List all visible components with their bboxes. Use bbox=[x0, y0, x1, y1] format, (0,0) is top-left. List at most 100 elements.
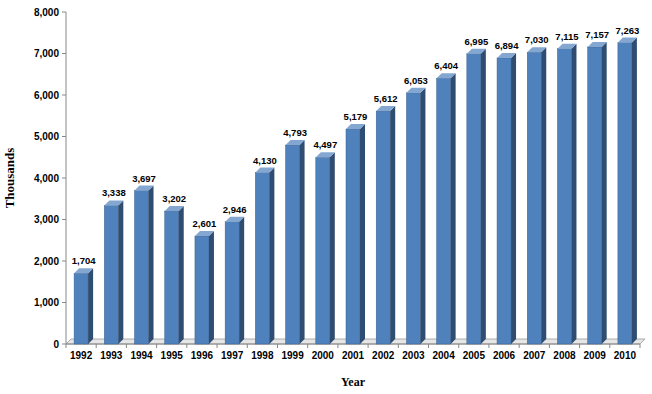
x-tick bbox=[488, 344, 489, 348]
x-tick-label: 1995 bbox=[161, 350, 184, 361]
bar-top bbox=[104, 200, 123, 205]
bar bbox=[165, 206, 184, 344]
x-tick-label: 2003 bbox=[402, 350, 425, 361]
x-tick bbox=[579, 344, 580, 348]
bar bbox=[376, 106, 395, 344]
bar bbox=[74, 268, 93, 344]
bar bbox=[527, 47, 546, 344]
bar-front bbox=[346, 129, 360, 344]
bar-front bbox=[406, 93, 420, 344]
x-tick bbox=[337, 344, 338, 348]
bar-front bbox=[527, 52, 541, 344]
bar bbox=[588, 42, 607, 344]
data-label: 7,030 bbox=[525, 34, 549, 45]
bar-front bbox=[467, 54, 481, 344]
data-label: 6,894 bbox=[495, 40, 519, 51]
chart-svg: 01,0002,0003,0004,0005,0006,0007,0008,00… bbox=[0, 0, 652, 394]
bar-side bbox=[390, 106, 395, 344]
x-tick-label: 1996 bbox=[191, 350, 214, 361]
bar bbox=[618, 38, 637, 344]
y-tick-label: 3,000 bbox=[34, 214, 59, 225]
x-tick bbox=[640, 344, 641, 348]
y-tick bbox=[62, 219, 66, 220]
y-tick-label: 5,000 bbox=[34, 131, 59, 142]
x-tick bbox=[368, 344, 369, 348]
bar bbox=[437, 73, 456, 344]
data-label: 4,130 bbox=[253, 155, 277, 166]
x-tick-label: 2008 bbox=[553, 350, 576, 361]
bar-side bbox=[571, 44, 576, 344]
bar-top bbox=[225, 217, 244, 222]
x-tick-label: 2010 bbox=[614, 350, 637, 361]
bar-front bbox=[376, 111, 390, 344]
y-tick bbox=[62, 302, 66, 303]
bar bbox=[104, 200, 123, 344]
data-label: 6,053 bbox=[404, 75, 428, 86]
bar bbox=[316, 152, 335, 344]
x-tick bbox=[277, 344, 278, 348]
bar bbox=[497, 53, 516, 344]
bar-front bbox=[588, 47, 602, 344]
x-tick-label: 2007 bbox=[523, 350, 546, 361]
bar bbox=[286, 140, 305, 344]
x-tick bbox=[307, 344, 308, 348]
bar-front bbox=[437, 78, 451, 344]
bar-side bbox=[420, 88, 425, 344]
x-tick-label: 1993 bbox=[100, 350, 123, 361]
x-tick bbox=[609, 344, 610, 348]
bar-front bbox=[497, 58, 511, 344]
bar-front bbox=[135, 191, 149, 344]
bar-front bbox=[74, 273, 88, 344]
x-tick-label: 2005 bbox=[463, 350, 486, 361]
x-tick bbox=[398, 344, 399, 348]
y-tick-label: 6,000 bbox=[34, 90, 59, 101]
bar-front bbox=[255, 173, 269, 344]
x-tick bbox=[217, 344, 218, 348]
bar-side bbox=[149, 186, 154, 344]
data-label: 2,601 bbox=[193, 218, 217, 229]
y-tick bbox=[62, 178, 66, 179]
data-label: 5,612 bbox=[374, 93, 398, 104]
x-tick-label: 1997 bbox=[221, 350, 244, 361]
bar-top bbox=[497, 53, 516, 58]
bar bbox=[135, 186, 154, 344]
data-label: 5,179 bbox=[344, 111, 368, 122]
bar-top bbox=[255, 168, 274, 173]
bar-front bbox=[104, 205, 118, 344]
x-tick-label: 1992 bbox=[70, 350, 93, 361]
x-tick-label: 2002 bbox=[372, 350, 395, 361]
y-tick bbox=[62, 344, 66, 345]
x-tick bbox=[156, 344, 157, 348]
x-tick bbox=[428, 344, 429, 348]
bar bbox=[467, 49, 486, 344]
bar-side bbox=[269, 168, 274, 344]
y-tick bbox=[62, 12, 66, 13]
x-tick-label: 2001 bbox=[342, 350, 365, 361]
x-tick-label: 1998 bbox=[251, 350, 274, 361]
bar-top bbox=[346, 124, 365, 129]
x-tick-label: 2009 bbox=[584, 350, 607, 361]
data-label: 3,338 bbox=[102, 187, 126, 198]
bar-side bbox=[179, 206, 184, 344]
data-label: 7,263 bbox=[616, 25, 640, 36]
bar-top bbox=[406, 88, 425, 93]
y-tick-label: 8,000 bbox=[34, 7, 59, 18]
bar-side bbox=[300, 140, 305, 344]
data-label: 7,157 bbox=[585, 29, 609, 40]
bar-top bbox=[286, 140, 305, 145]
bar-side bbox=[360, 124, 365, 344]
bars bbox=[74, 38, 637, 344]
x-axis-title: Year bbox=[341, 375, 366, 389]
bar-top bbox=[437, 73, 456, 78]
x-tick-label: 1999 bbox=[281, 350, 304, 361]
bar-top bbox=[527, 47, 546, 52]
bar-side bbox=[602, 42, 607, 344]
y-tick bbox=[62, 95, 66, 96]
y-tick-label: 0 bbox=[53, 339, 59, 350]
x-tick-label: 2006 bbox=[493, 350, 516, 361]
x-tick bbox=[126, 344, 127, 348]
bar bbox=[346, 124, 365, 344]
bar-side bbox=[511, 53, 516, 344]
bar-front bbox=[225, 222, 239, 344]
bar-side bbox=[239, 217, 244, 344]
